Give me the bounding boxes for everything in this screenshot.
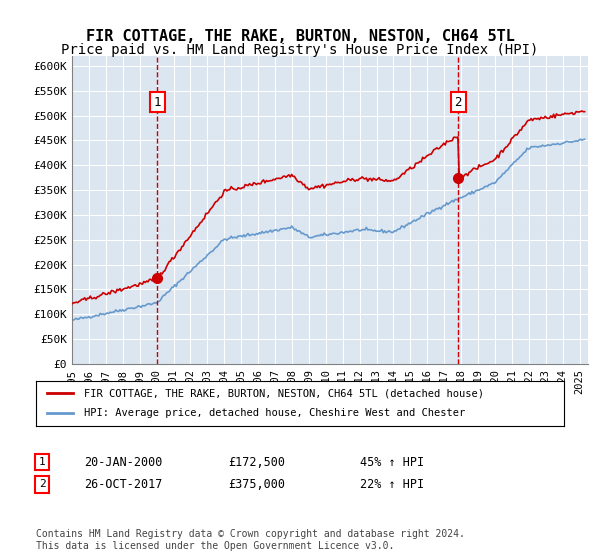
Text: 2: 2: [38, 479, 46, 489]
Text: Contains HM Land Registry data © Crown copyright and database right 2024.
This d: Contains HM Land Registry data © Crown c…: [36, 529, 465, 551]
Text: 45% ↑ HPI: 45% ↑ HPI: [360, 455, 424, 469]
Text: Price paid vs. HM Land Registry's House Price Index (HPI): Price paid vs. HM Land Registry's House …: [61, 44, 539, 58]
Text: 26-OCT-2017: 26-OCT-2017: [84, 478, 163, 491]
Text: FIR COTTAGE, THE RAKE, BURTON, NESTON, CH64 5TL (detached house): FIR COTTAGE, THE RAKE, BURTON, NESTON, C…: [83, 388, 484, 398]
Text: FIR COTTAGE, THE RAKE, BURTON, NESTON, CH64 5TL: FIR COTTAGE, THE RAKE, BURTON, NESTON, C…: [86, 29, 514, 44]
Text: 22% ↑ HPI: 22% ↑ HPI: [360, 478, 424, 491]
Text: 1: 1: [154, 96, 161, 109]
Text: 20-JAN-2000: 20-JAN-2000: [84, 455, 163, 469]
Text: HPI: Average price, detached house, Cheshire West and Chester: HPI: Average price, detached house, Ches…: [83, 408, 465, 418]
Text: £172,500: £172,500: [228, 455, 285, 469]
Text: 1: 1: [38, 457, 46, 467]
Text: £375,000: £375,000: [228, 478, 285, 491]
Text: 2: 2: [454, 96, 462, 109]
